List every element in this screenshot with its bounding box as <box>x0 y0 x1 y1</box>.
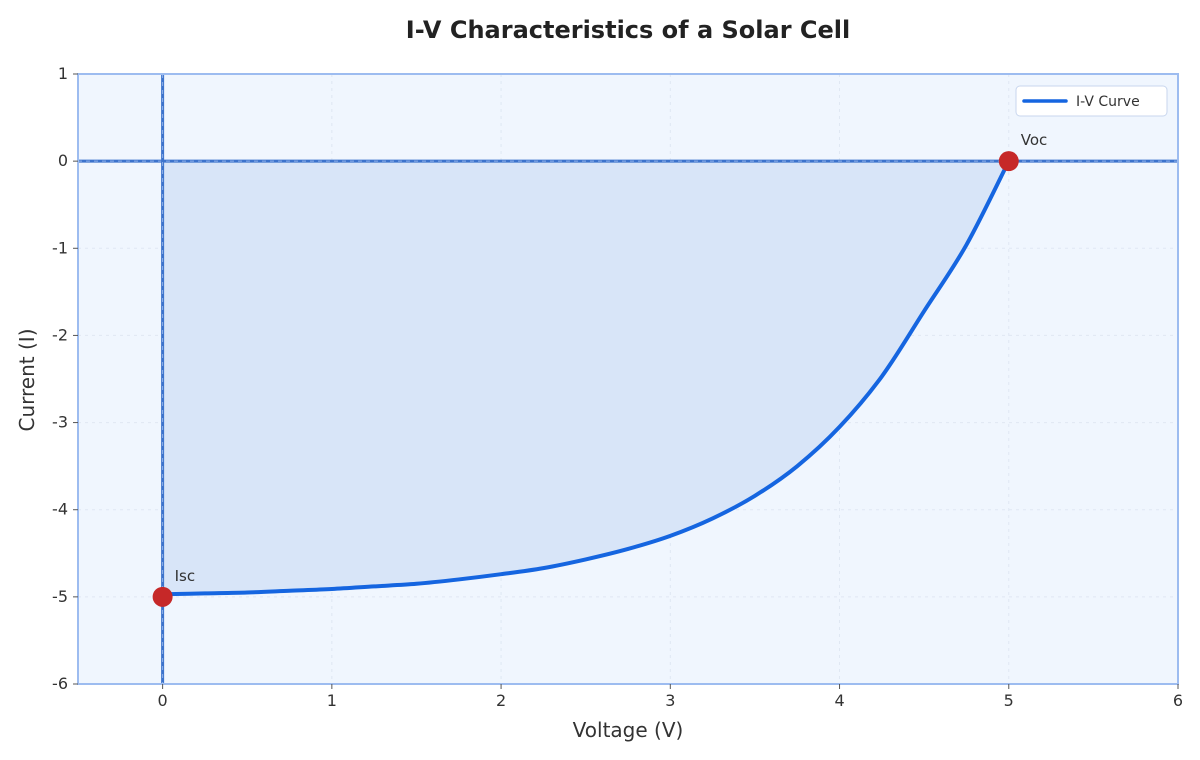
x-axis-label: Voltage (V) <box>573 718 684 742</box>
y-tick-label: 1 <box>58 64 68 83</box>
axis-ticks: 0 1 2 3 4 5 6 1 0 -1 -2 -3 -4 -5 -6 <box>52 64 1183 710</box>
x-tick-label: 0 <box>158 691 168 710</box>
legend: I-V Curve <box>1015 85 1168 117</box>
iv-curve-line <box>160 159 1011 597</box>
x-tick-label: 6 <box>1173 691 1183 710</box>
voc-marker <box>998 151 1019 172</box>
annotation-markers: Isc Voc <box>152 131 1048 607</box>
y-tick-label: -2 <box>52 325 68 344</box>
y-tick-label: -3 <box>52 413 68 432</box>
x-tick-label: 1 <box>327 691 337 710</box>
x-tick-label: 4 <box>834 691 844 710</box>
reference-lines <box>78 74 1178 684</box>
y-tick-label: -4 <box>52 500 68 519</box>
y-tick-label: 0 <box>58 151 68 170</box>
y-tick-label: -6 <box>52 674 68 693</box>
chart-title: I-V Characteristics of a Solar Cell <box>406 16 850 44</box>
plot-frame <box>77 73 1179 685</box>
y-axis-label: Current (I) <box>15 329 39 432</box>
isc-label: Isc <box>175 567 196 585</box>
x-tick-label: 2 <box>496 691 506 710</box>
isc-marker <box>152 586 173 607</box>
area-under-curve <box>162 161 1009 595</box>
y-tick-label: -5 <box>52 587 68 606</box>
legend-label: I-V Curve <box>1076 94 1140 110</box>
voc-label: Voc <box>1021 131 1048 149</box>
x-tick-label: 3 <box>665 691 675 710</box>
legend-box <box>1015 85 1168 117</box>
x-tick-label: 5 <box>1004 691 1014 710</box>
y-tick-label: -1 <box>52 238 68 257</box>
